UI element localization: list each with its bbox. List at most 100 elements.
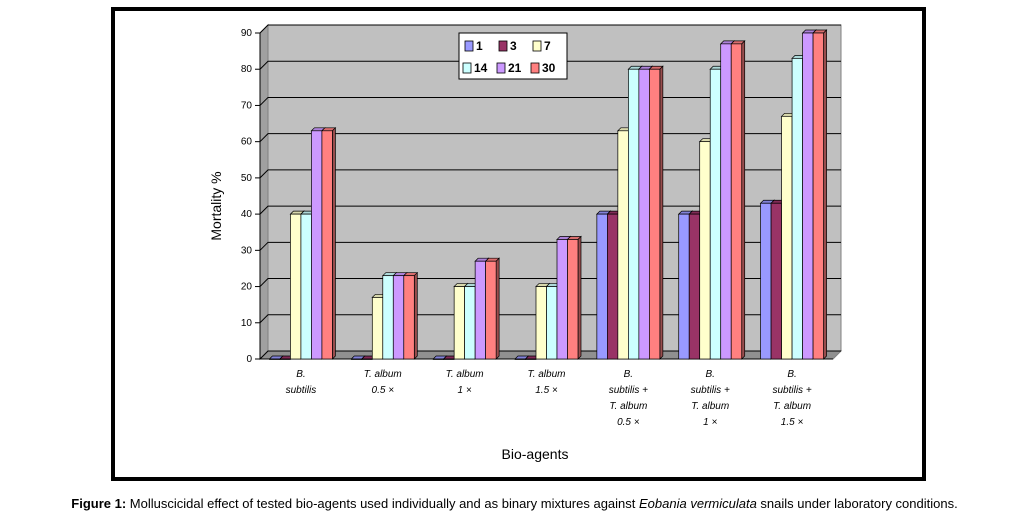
y-tick-label: 40 [241, 209, 253, 220]
y-axis-title: Mortality % [208, 171, 224, 240]
x-tick-label: B. [705, 369, 714, 380]
x-tick-label: B. [787, 369, 796, 380]
bar [474, 260, 486, 360]
x-tick-label: subtilis [286, 385, 317, 396]
bar [638, 68, 650, 360]
legend-swatch [532, 40, 542, 52]
bar [546, 286, 558, 360]
x-tick-label: T. album [364, 369, 402, 380]
bar [514, 358, 526, 360]
bar [403, 275, 415, 360]
legend-label: 30 [542, 61, 556, 75]
bar [607, 213, 619, 360]
y-tick-label: 10 [241, 318, 253, 329]
legend-label: 21 [508, 61, 522, 75]
bar-side [659, 65, 664, 360]
legend-swatch [462, 62, 472, 74]
bar [678, 213, 690, 360]
bar [392, 275, 405, 360]
caption-text-before: Molluscicidal effect of tested bio-agent… [126, 496, 640, 511]
legend-label: 1 [476, 39, 483, 53]
gridline [259, 60, 841, 70]
x-tick-label: 1.5 × [535, 385, 558, 396]
x-tick-label: subtilis + [609, 385, 648, 396]
legend-swatch [498, 40, 508, 52]
bar [279, 358, 291, 360]
bar [730, 43, 743, 360]
legend-label: 14 [474, 61, 488, 75]
x-tick-label: 1 × [703, 417, 717, 428]
bar [269, 358, 281, 360]
bar-side [577, 235, 582, 360]
bar-side [741, 40, 746, 360]
legend-swatch [496, 62, 506, 74]
legend-swatch [530, 62, 540, 74]
y-tick-label: 70 [241, 100, 253, 111]
y-tick-label: 0 [246, 354, 252, 365]
y-tick-label: 80 [241, 64, 253, 75]
x-tick-label: 0.5 × [372, 385, 395, 396]
bar [649, 68, 661, 360]
bar [567, 239, 579, 360]
bar [453, 286, 465, 360]
gridline [259, 24, 841, 34]
bar [382, 275, 394, 360]
bar [464, 286, 476, 360]
bar [443, 358, 455, 360]
bar [432, 358, 444, 360]
bar [628, 68, 640, 360]
caption-label: Figure 1: [71, 496, 127, 511]
bar-side [823, 29, 827, 360]
legend-swatch [464, 40, 474, 52]
y-tick-label: 30 [241, 245, 253, 256]
bar [781, 115, 793, 360]
bar [760, 202, 772, 360]
chart-frame: 0 10 20 30 40 50 60 70 80 90 B. subtilis T. album 0.5… [111, 7, 926, 481]
bar [699, 141, 711, 360]
bar [361, 358, 373, 360]
plot-side-wall [259, 23, 269, 361]
y-tick-label: 50 [241, 173, 253, 184]
bar [350, 358, 363, 360]
bar [311, 130, 323, 360]
bar-chart: 0 10 20 30 40 50 60 70 80 90 B. subtilis T. album 0.5… [208, 23, 843, 462]
x-tick-label: T. album [691, 401, 729, 412]
x-tick-label: T. album [528, 369, 566, 380]
bar [535, 286, 547, 360]
bar [596, 213, 608, 360]
bar-side [495, 257, 500, 360]
bar [300, 213, 312, 360]
bar [525, 358, 537, 360]
bar [371, 297, 384, 360]
bar-side [332, 126, 336, 360]
caption-species: Eobania vermiculata [639, 496, 757, 511]
bar [709, 68, 722, 360]
bar [485, 260, 497, 360]
x-tick-label: T. album [609, 401, 647, 412]
legend-label: 7 [544, 39, 551, 53]
x-axis-title: Bio-agents [502, 446, 569, 462]
bar [812, 32, 824, 360]
x-tick-label: 0.5 × [617, 417, 640, 428]
figure-caption: Figure 1: Molluscicidal effect of tested… [0, 496, 1029, 511]
bar [770, 202, 782, 360]
x-tick-label: subtilis + [691, 385, 730, 396]
y-tick-label: 20 [241, 282, 253, 293]
x-tick-label: B. [624, 369, 633, 380]
y-tick-label: 60 [241, 137, 253, 148]
y-tick-label: 90 [241, 28, 253, 39]
bar [290, 213, 302, 360]
x-tick-label: 1 × [458, 385, 472, 396]
x-tick-label: T. album [773, 401, 811, 412]
x-tick-label: subtilis + [772, 385, 811, 396]
bar [617, 130, 629, 360]
x-tick-label: 1.5 × [781, 417, 804, 428]
bar [688, 213, 701, 360]
bar [720, 43, 732, 360]
bar [556, 239, 568, 360]
bar [321, 130, 333, 360]
bar-side [413, 271, 418, 360]
legend: 1 3 7 14 21 30 [458, 32, 568, 80]
caption-text-after: snails under laboratory conditions. [756, 496, 958, 511]
bar [802, 32, 814, 360]
